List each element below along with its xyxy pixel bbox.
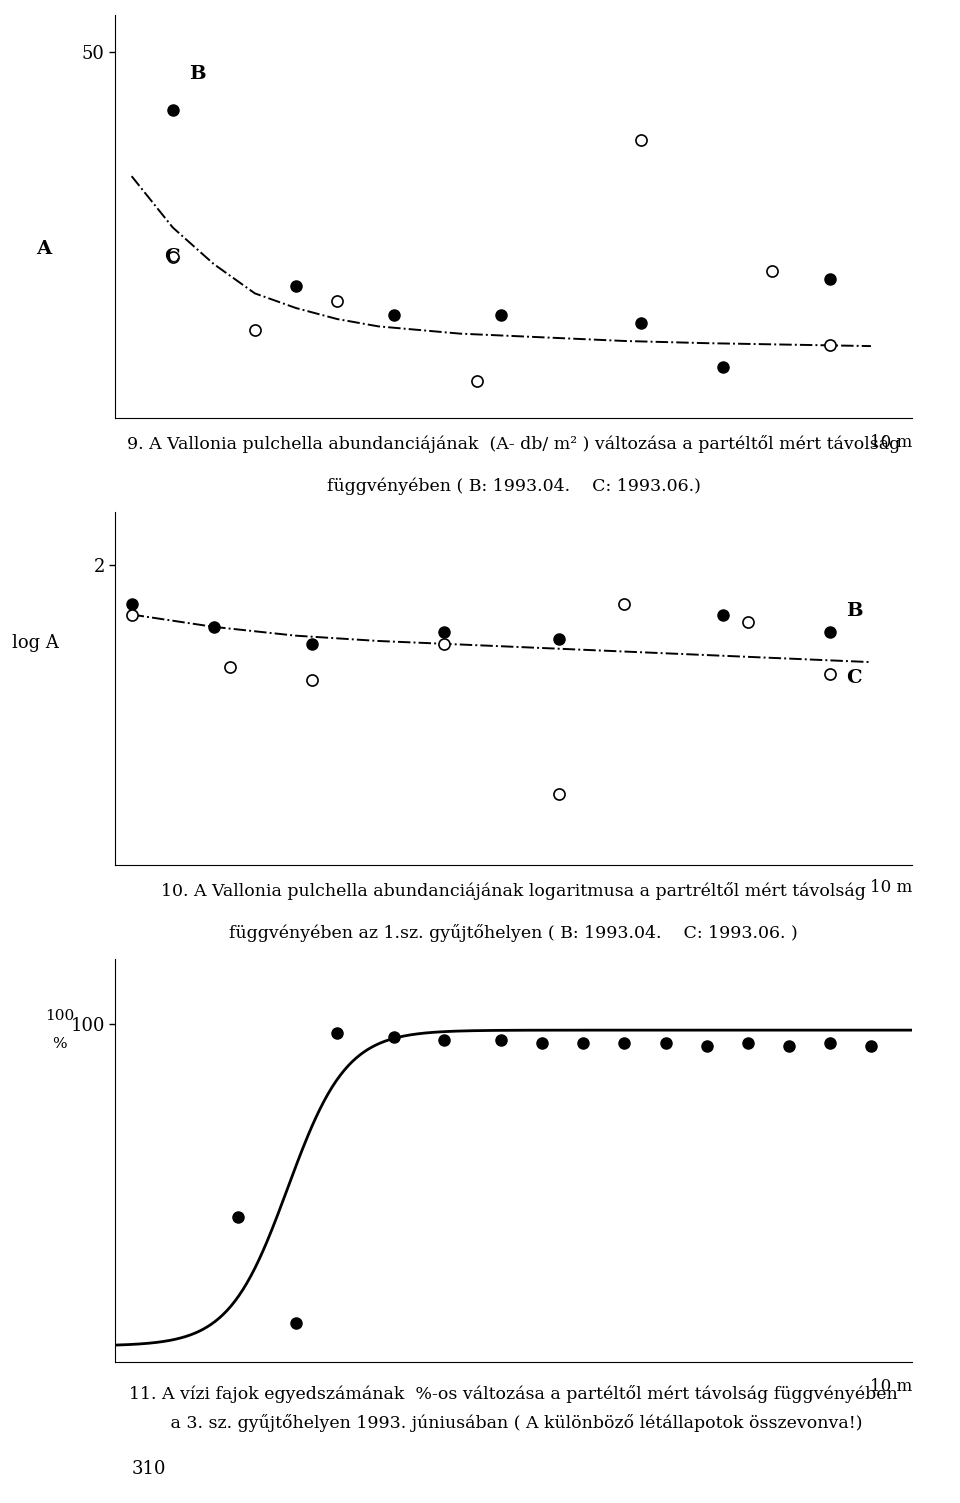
Text: A: A <box>36 239 51 257</box>
Text: függvényében ( B: 1993.04.    C: 1993.06.): függvényében ( B: 1993.04. C: 1993.06.) <box>326 476 701 494</box>
Text: 10 m: 10 m <box>870 434 912 451</box>
Text: C: C <box>164 248 180 266</box>
Text: 310: 310 <box>132 1459 166 1477</box>
Text: 9. A Vallonia pulchella abundanciájának  (A- db/ m² ) változása a partéltől mért: 9. A Vallonia pulchella abundanciájának … <box>127 436 900 454</box>
Text: B: B <box>847 603 863 621</box>
Text: 10 m: 10 m <box>870 1378 912 1395</box>
Text: %: % <box>52 1037 67 1051</box>
Text: 11. A vízi fajok egyedszámának  %-os változása a partéltől mért távolság függvén: 11. A vízi fajok egyedszámának %-os vált… <box>130 1384 898 1402</box>
Text: 10 m: 10 m <box>870 879 912 896</box>
Text: log A: log A <box>12 634 59 652</box>
Text: függvényében az 1.sz. gyűjtőhelyen ( B: 1993.04.    C: 1993.06. ): függvényében az 1.sz. gyűjtőhelyen ( B: … <box>229 924 798 942</box>
Text: 100: 100 <box>45 1009 74 1022</box>
Text: B: B <box>189 65 205 83</box>
Text: 10. A Vallonia pulchella abundanciájának logaritmusa a partréltől mért távolság: 10. A Vallonia pulchella abundanciájának… <box>161 882 866 900</box>
Text: C: C <box>847 669 862 687</box>
Text: a 3. sz. gyűjtőhelyen 1993. júniusában ( A különböző létállapotok összevonva!): a 3. sz. gyűjtőhelyen 1993. júniusában (… <box>165 1413 862 1431</box>
